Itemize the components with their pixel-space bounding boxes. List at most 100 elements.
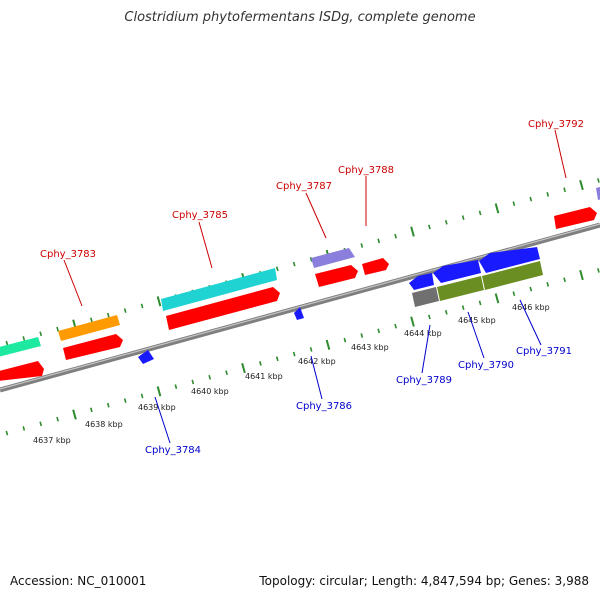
scale-minor-tick <box>5 340 9 346</box>
genome-backbone-highlight <box>0 223 600 390</box>
scale-minor-tick <box>22 426 26 431</box>
gene-label[interactable]: Cphy_3786 <box>296 401 352 412</box>
scale-minor-tick <box>377 328 381 334</box>
scale-minor-tick <box>292 261 296 267</box>
scale-minor-tick <box>208 374 212 380</box>
scale-minor-tick <box>309 257 313 262</box>
scale-minor-tick <box>512 201 516 207</box>
kbp-label: 4645 kbp <box>458 316 496 325</box>
scale-minor-tick <box>90 317 93 323</box>
kbp-label: 4642 kbp <box>298 357 336 366</box>
gene-label[interactable]: Cphy_3791 <box>516 346 572 357</box>
scale-major-tick <box>241 362 246 374</box>
scale-minor-tick <box>191 379 195 385</box>
gene-feature[interactable] <box>0 361 44 381</box>
scale-minor-tick <box>444 219 448 225</box>
kbp-scale-labels: 4637 kbp 4638 kbp 4639 kbp 4640 kbp 4641… <box>33 303 550 445</box>
scale-minor-tick <box>39 421 43 427</box>
scale-minor-tick <box>597 268 600 273</box>
forward-strand-genes <box>0 186 600 381</box>
gene-feature[interactable] <box>433 260 481 283</box>
gene-feature[interactable] <box>63 334 123 360</box>
gene-label[interactable]: Cphy_3788 <box>338 165 394 176</box>
scale-minor-tick <box>225 370 228 376</box>
gene-feature[interactable] <box>58 315 120 341</box>
scale-minor-tick <box>292 351 296 357</box>
scale-minor-tick <box>123 308 127 313</box>
scale-minor-tick <box>140 303 144 309</box>
scale-major-tick <box>156 386 162 397</box>
scale-minor-tick <box>106 312 110 318</box>
kbp-label: 4638 kbp <box>85 420 123 429</box>
gene-feature[interactable] <box>482 261 543 290</box>
scale-minor-tick <box>56 326 59 332</box>
scale-minor-tick <box>461 215 465 220</box>
reverse-gene-labels: Cphy_3784 Cphy_3786 Cphy_3789 Cphy_3790 … <box>145 346 572 456</box>
inner-scale-track <box>5 268 600 436</box>
gene-feature[interactable] <box>161 268 277 311</box>
scale-minor-tick <box>394 233 397 239</box>
scale-minor-tick <box>444 309 448 315</box>
gene-feature[interactable] <box>166 287 280 330</box>
gene-label[interactable]: Cphy_3783 <box>40 249 96 260</box>
scale-minor-tick <box>309 347 313 352</box>
gene-feature[interactable] <box>437 276 484 301</box>
kbp-label: 4640 kbp <box>191 387 229 396</box>
scale-minor-tick <box>394 323 397 329</box>
gene-feature[interactable] <box>362 258 389 275</box>
scale-minor-tick <box>39 331 43 337</box>
scale-minor-tick <box>478 300 482 306</box>
gene-feature[interactable] <box>311 248 355 268</box>
scale-minor-tick <box>22 336 26 341</box>
scale-major-tick <box>72 409 77 420</box>
gene-label[interactable]: Cphy_3784 <box>145 445 201 456</box>
kbp-label: 4641 kbp <box>245 372 283 381</box>
gene-feature[interactable] <box>412 287 439 307</box>
label-leader-lines <box>63 129 567 444</box>
scale-major-tick <box>410 316 415 327</box>
map-title: Clostridium phytofermentans ISDg, comple… <box>124 10 476 25</box>
gene-feature[interactable] <box>409 273 434 290</box>
scale-minor-tick <box>174 384 178 389</box>
scale-major-tick <box>579 270 584 281</box>
scale-major-tick <box>494 203 500 214</box>
gene-feature[interactable] <box>138 350 154 364</box>
kbp-label: 4639 kbp <box>138 403 176 412</box>
scale-minor-tick <box>360 333 364 338</box>
scale-minor-tick <box>343 337 347 343</box>
kbp-label: 4644 kbp <box>404 329 442 338</box>
accession-text: Accession: NC_010001 <box>10 574 147 588</box>
kbp-label: 4646 kbp <box>512 303 550 312</box>
gene-label[interactable]: Cphy_3792 <box>528 119 584 130</box>
scale-minor-tick <box>90 407 93 413</box>
scale-minor-tick <box>140 393 144 399</box>
gene-label[interactable]: Cphy_3785 <box>172 210 228 221</box>
gene-label[interactable]: Cphy_3787 <box>276 181 332 192</box>
scale-minor-tick <box>275 356 279 362</box>
gene-label[interactable]: Cphy_3789 <box>396 375 452 386</box>
kbp-label: 4637 kbp <box>33 436 71 445</box>
forward-gene-labels: Cphy_3783 Cphy_3785 Cphy_3787 Cphy_3788 … <box>40 119 584 260</box>
gene-feature[interactable] <box>0 337 41 357</box>
scale-minor-tick <box>377 238 381 244</box>
scale-minor-tick <box>563 277 566 283</box>
gene-feature[interactable] <box>294 307 304 320</box>
scale-minor-tick <box>428 314 431 320</box>
scale-minor-tick <box>360 243 364 248</box>
scale-minor-tick <box>546 192 550 197</box>
scale-major-tick <box>410 226 415 237</box>
gene-feature[interactable] <box>596 186 600 200</box>
gene-feature[interactable] <box>554 207 597 229</box>
scale-minor-tick <box>597 178 600 183</box>
gene-feature[interactable] <box>479 247 540 273</box>
gene-label[interactable]: Cphy_3790 <box>458 360 514 371</box>
scale-minor-tick <box>106 402 110 408</box>
scale-minor-tick <box>428 224 431 230</box>
scale-minor-tick <box>478 210 482 216</box>
scale-minor-tick <box>5 430 9 436</box>
scale-minor-tick <box>123 398 127 403</box>
gene-feature[interactable] <box>315 265 358 287</box>
scale-minor-tick <box>56 416 59 422</box>
